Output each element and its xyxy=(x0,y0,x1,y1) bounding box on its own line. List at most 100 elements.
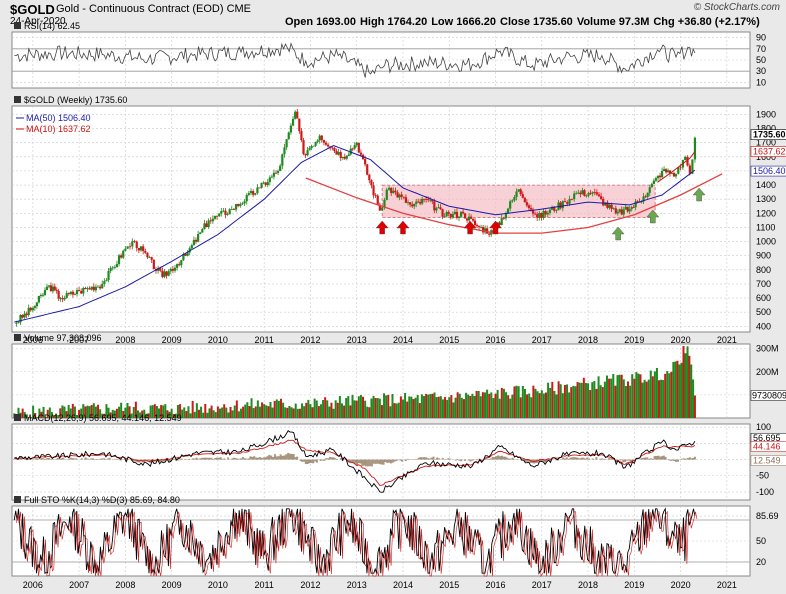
volume-bar xyxy=(92,403,95,418)
price-candle-body xyxy=(447,212,450,214)
volume-bar xyxy=(48,407,51,418)
volume-bar xyxy=(59,408,62,418)
volume-bar xyxy=(197,409,200,418)
price-candle-body xyxy=(230,209,233,210)
volume-bar xyxy=(416,394,419,418)
macd-histogram-bar xyxy=(599,458,602,460)
macd-histogram-bar xyxy=(167,459,170,462)
price-candle-body xyxy=(504,213,508,219)
price-candle-body xyxy=(652,180,655,184)
price-candle-body xyxy=(222,210,225,212)
volume-bar xyxy=(181,409,184,418)
price-candle-body xyxy=(394,190,397,193)
price-candle-body xyxy=(570,198,573,200)
volume-bar xyxy=(639,374,642,418)
price-candle-body xyxy=(165,271,168,276)
volume-bar xyxy=(399,396,402,418)
legend-ma10: MA(10) 1637.62 xyxy=(26,124,91,134)
volume-bar xyxy=(21,408,24,418)
price-candle-body xyxy=(37,296,40,303)
price-candle-body xyxy=(509,201,512,209)
volume-bar xyxy=(25,414,28,418)
macd-histogram-bar xyxy=(600,458,603,460)
price-candle-body xyxy=(602,198,605,206)
macd-histogram-bar xyxy=(328,456,331,460)
price-candle-body xyxy=(658,175,662,178)
volume-bar xyxy=(242,406,245,418)
macd-histogram-bar xyxy=(310,459,313,463)
price-candle-body xyxy=(73,294,77,295)
price-candle-body xyxy=(43,289,47,295)
macd-histogram-bar xyxy=(567,458,570,460)
volume-bar xyxy=(69,408,72,418)
price-candle-body xyxy=(281,154,284,166)
price-candle-body xyxy=(437,207,440,209)
macd-histogram-bar xyxy=(134,459,137,462)
price-candle-body xyxy=(347,154,350,156)
volume-last-label: 97308096 xyxy=(752,390,786,400)
price-candle-body xyxy=(383,199,386,208)
price-candle-body xyxy=(616,211,619,214)
volume-bar xyxy=(653,371,656,418)
volume-bar xyxy=(563,384,566,418)
macd-histogram-bar xyxy=(227,457,230,460)
price-candle-body xyxy=(527,205,531,209)
price-candle-body xyxy=(409,202,412,205)
panel-title-rsi: RSI(14) 62.45 xyxy=(24,21,80,31)
volume-bar xyxy=(275,399,278,418)
macd-histogram-bar xyxy=(384,459,387,463)
price-candle-body xyxy=(194,239,198,242)
volume-bar xyxy=(452,402,455,418)
volume-bar xyxy=(216,406,219,418)
macd-histogram-bar xyxy=(542,459,545,462)
macd-histogram-bar xyxy=(378,459,381,465)
macd-histogram-bar xyxy=(206,457,209,460)
macd-histogram-bar xyxy=(432,456,435,460)
price-candle-body xyxy=(128,246,132,248)
volume-bar xyxy=(290,407,293,418)
price-candle-body xyxy=(521,194,524,198)
volume-bar xyxy=(319,404,322,418)
macd-histogram-bar xyxy=(352,459,355,463)
price-candle-body xyxy=(256,187,259,194)
price-candle-body xyxy=(415,201,418,204)
volume-bar xyxy=(374,398,377,418)
macd-histogram-bar xyxy=(497,455,500,460)
price-candle-body xyxy=(314,141,317,146)
macd-histogram-bar xyxy=(241,457,244,460)
volume-bar xyxy=(435,397,438,418)
price-candle-body xyxy=(71,291,75,295)
macd-histogram-bar xyxy=(399,459,402,461)
green-support-arrow xyxy=(692,187,706,202)
macd-histogram-bar xyxy=(622,459,625,463)
volume-bar xyxy=(50,412,53,418)
volume-bar xyxy=(568,392,571,418)
price-candle-body xyxy=(161,270,164,277)
volume-bar xyxy=(338,396,341,418)
price-candle-body xyxy=(63,297,66,300)
macd-histogram-bar xyxy=(119,459,122,461)
price-candle-body xyxy=(345,155,348,159)
volume-bar xyxy=(303,406,306,418)
macd-histogram-bar xyxy=(449,458,452,460)
volume-bar xyxy=(406,401,409,418)
volume-bar xyxy=(553,390,556,418)
volume-bar xyxy=(433,392,436,418)
price-candle-body xyxy=(664,169,668,173)
price-candle-body xyxy=(443,216,446,217)
macd-histogram-bar xyxy=(95,459,98,460)
volume-bar xyxy=(136,410,139,418)
price-candle-body xyxy=(433,201,436,211)
volume-bar xyxy=(566,384,569,418)
price-candle-body xyxy=(252,191,255,195)
macd-histogram-bar xyxy=(659,456,662,460)
macd-histogram-bar xyxy=(84,457,87,460)
volume-bar xyxy=(166,410,169,418)
macd-histogram-bar xyxy=(257,457,259,460)
price-candle-body xyxy=(205,223,208,228)
macd-histogram-bar xyxy=(640,458,643,460)
price-candle-body xyxy=(113,267,116,268)
volume-bar xyxy=(684,353,687,418)
price-candle-body xyxy=(513,197,516,201)
volume-bar xyxy=(118,406,121,418)
